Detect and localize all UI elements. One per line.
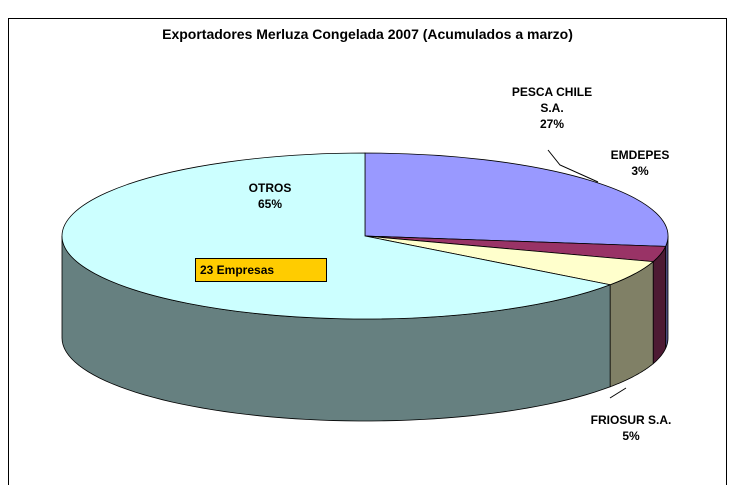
category-label: PESCA CHILE S.A. [511, 85, 593, 115]
leader-line [609, 387, 627, 399]
slice-side [652, 246, 667, 365]
value-label: 3% [631, 164, 649, 178]
category-label: OTROS [248, 181, 292, 195]
slice-label: PESCA CHILE S.A. 27% [497, 84, 607, 132]
pie [61, 152, 669, 422]
slice-label: OTROS 65% [230, 180, 310, 212]
slice-label: EMDEPES 3% [600, 147, 680, 179]
slice [364, 152, 669, 247]
chart-title: Exportadores Merluza Congelada 2007 (Acu… [162, 26, 573, 42]
category-label: EMDEPES [610, 148, 670, 162]
value-label: 5% [622, 429, 640, 443]
slice-label: FRIOSUR S.A. 5% [576, 412, 686, 444]
value-label: 27% [539, 117, 565, 131]
category-label: FRIOSUR S.A. [590, 413, 672, 427]
value-label: 65% [257, 197, 283, 211]
annotation: 23 Empresas [195, 258, 327, 282]
leader-line [547, 149, 599, 183]
